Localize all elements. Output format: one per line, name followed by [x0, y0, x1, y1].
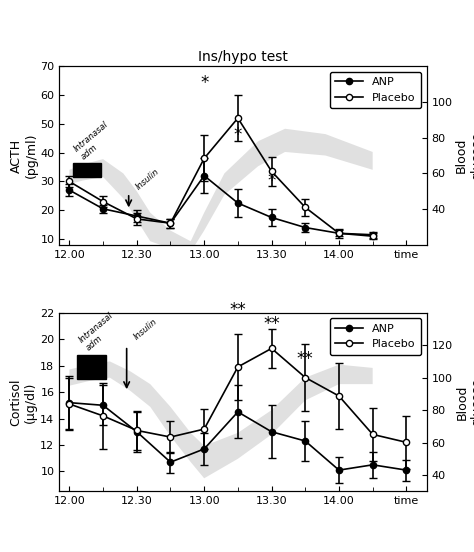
- Text: Insulin: Insulin: [135, 167, 162, 192]
- Text: Intranasal
adm: Intranasal adm: [77, 311, 122, 352]
- Polygon shape: [69, 129, 373, 252]
- Title: Ins/hypo test: Ins/hypo test: [198, 50, 288, 63]
- Text: *: *: [267, 172, 276, 190]
- Text: *: *: [234, 126, 242, 144]
- Y-axis label: ACTH
(pg/ml): ACTH (pg/ml): [9, 133, 37, 178]
- Y-axis label: Blood
glucose
(mg/dl): Blood glucose (mg/dl): [456, 378, 474, 426]
- Bar: [77, 355, 106, 379]
- Text: Insulin: Insulin: [132, 317, 159, 342]
- Text: **: **: [263, 315, 280, 332]
- Text: *: *: [200, 74, 209, 92]
- Y-axis label: Cortisol
(μg/dl): Cortisol (μg/dl): [9, 378, 37, 426]
- Bar: [73, 163, 101, 177]
- Y-axis label: Blood
glucose
(mg/dl): Blood glucose (mg/dl): [455, 131, 474, 179]
- Text: Intranasal
adm: Intranasal adm: [73, 120, 117, 161]
- Polygon shape: [69, 362, 373, 478]
- Legend: ANP, Placebo: ANP, Placebo: [330, 72, 421, 108]
- Text: **: **: [297, 351, 314, 368]
- Legend: ANP, Placebo: ANP, Placebo: [330, 319, 421, 355]
- Text: **: **: [229, 301, 246, 319]
